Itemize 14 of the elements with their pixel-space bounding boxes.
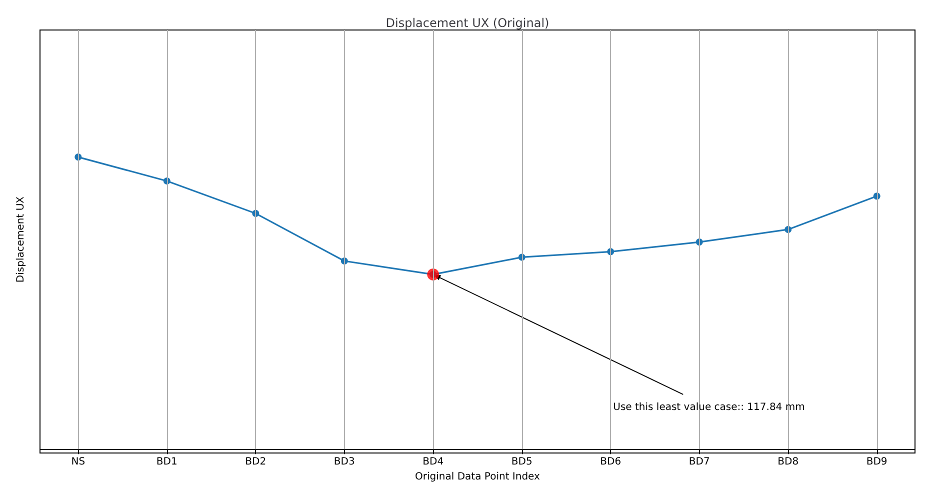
x-tick-label: BD2 — [245, 456, 266, 468]
x-tick-label: NS — [71, 456, 86, 468]
x-tick-label: BD4 — [422, 456, 444, 468]
annotation: Use this least value case:: 117.84 mm — [613, 402, 805, 413]
chart-title: Displacement UX (Original) — [386, 16, 550, 30]
x-tick-label: BD1 — [156, 456, 178, 468]
x-axis-title: Original Data Point Index — [415, 472, 540, 482]
x-tick-label: BD7 — [688, 456, 710, 468]
x-tick-label: BD5 — [511, 456, 532, 468]
x-tick-label: BD8 — [778, 456, 799, 468]
x-tick-label: BD9 — [866, 456, 888, 468]
y-axis-title: Displacement UX — [16, 196, 26, 283]
x-tick-label: BD6 — [600, 456, 622, 468]
x-tick-label: BD3 — [334, 456, 355, 468]
